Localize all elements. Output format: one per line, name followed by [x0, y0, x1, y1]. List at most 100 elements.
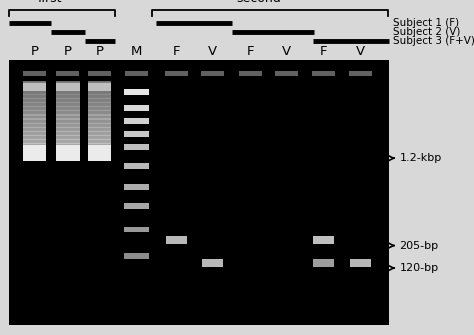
Bar: [56, 146, 80, 148]
Bar: [88, 90, 111, 92]
Bar: [124, 203, 149, 208]
Bar: [88, 112, 111, 113]
Bar: [88, 120, 111, 121]
Bar: [165, 71, 188, 76]
Bar: [23, 138, 46, 140]
Bar: [56, 81, 80, 83]
Bar: [23, 131, 46, 133]
Bar: [88, 137, 111, 138]
Bar: [56, 143, 80, 145]
Bar: [56, 122, 80, 124]
Bar: [88, 125, 111, 127]
Text: P: P: [64, 46, 72, 58]
Bar: [88, 150, 111, 152]
Bar: [56, 139, 80, 141]
Bar: [56, 97, 80, 99]
Bar: [56, 156, 80, 158]
Bar: [56, 90, 80, 92]
Bar: [88, 116, 111, 117]
Bar: [23, 94, 46, 96]
Bar: [88, 127, 111, 129]
Text: 205-bp: 205-bp: [400, 241, 439, 251]
Bar: [56, 150, 80, 152]
Bar: [23, 83, 46, 91]
Bar: [56, 101, 80, 103]
Bar: [56, 152, 80, 154]
Bar: [56, 129, 80, 130]
Bar: [23, 98, 46, 100]
Bar: [23, 142, 46, 144]
Bar: [88, 148, 111, 150]
Bar: [23, 121, 46, 123]
Bar: [124, 163, 149, 169]
Bar: [88, 129, 111, 130]
Bar: [88, 145, 111, 146]
Bar: [88, 139, 111, 141]
Bar: [23, 134, 46, 136]
Bar: [56, 71, 79, 76]
Bar: [88, 138, 111, 140]
Bar: [88, 158, 111, 159]
Text: M: M: [131, 46, 142, 58]
Bar: [202, 259, 223, 267]
Bar: [23, 137, 46, 138]
Bar: [88, 130, 111, 132]
Bar: [23, 156, 46, 158]
Bar: [88, 97, 111, 99]
Bar: [124, 89, 149, 95]
Bar: [23, 148, 46, 150]
Bar: [56, 99, 80, 101]
Bar: [88, 141, 111, 142]
Bar: [56, 95, 80, 97]
Bar: [23, 112, 46, 113]
Bar: [23, 118, 46, 120]
Bar: [350, 259, 371, 267]
Bar: [88, 146, 111, 148]
Bar: [56, 83, 80, 91]
Bar: [23, 99, 46, 101]
Bar: [23, 126, 46, 128]
Bar: [56, 121, 80, 123]
Bar: [56, 94, 80, 96]
Bar: [56, 110, 80, 112]
Bar: [23, 159, 46, 161]
Bar: [23, 123, 46, 125]
Bar: [124, 105, 149, 111]
Bar: [23, 92, 46, 93]
Bar: [23, 71, 46, 76]
Text: F: F: [173, 46, 180, 58]
Bar: [88, 106, 111, 108]
Bar: [124, 118, 149, 124]
Bar: [88, 143, 111, 145]
Bar: [23, 90, 46, 92]
Bar: [239, 71, 262, 76]
Bar: [23, 113, 46, 115]
Bar: [88, 95, 111, 97]
Bar: [88, 102, 111, 104]
Bar: [88, 109, 111, 111]
Bar: [23, 122, 46, 124]
Bar: [56, 130, 80, 132]
Bar: [23, 135, 46, 137]
Bar: [23, 81, 46, 83]
Bar: [88, 84, 111, 85]
Text: F: F: [246, 46, 254, 58]
Bar: [88, 145, 111, 161]
Bar: [56, 125, 80, 127]
Bar: [88, 131, 111, 133]
Text: Subject 1 (F): Subject 1 (F): [393, 18, 460, 28]
Bar: [23, 145, 46, 146]
Bar: [23, 86, 46, 88]
Bar: [56, 86, 80, 88]
Bar: [23, 143, 46, 145]
Bar: [88, 118, 111, 120]
Bar: [56, 142, 80, 144]
Bar: [23, 150, 46, 152]
Bar: [124, 184, 149, 190]
Bar: [88, 142, 111, 144]
Bar: [23, 104, 46, 105]
Bar: [56, 108, 80, 109]
Bar: [23, 95, 46, 97]
Text: V: V: [282, 46, 292, 58]
Bar: [88, 135, 111, 137]
